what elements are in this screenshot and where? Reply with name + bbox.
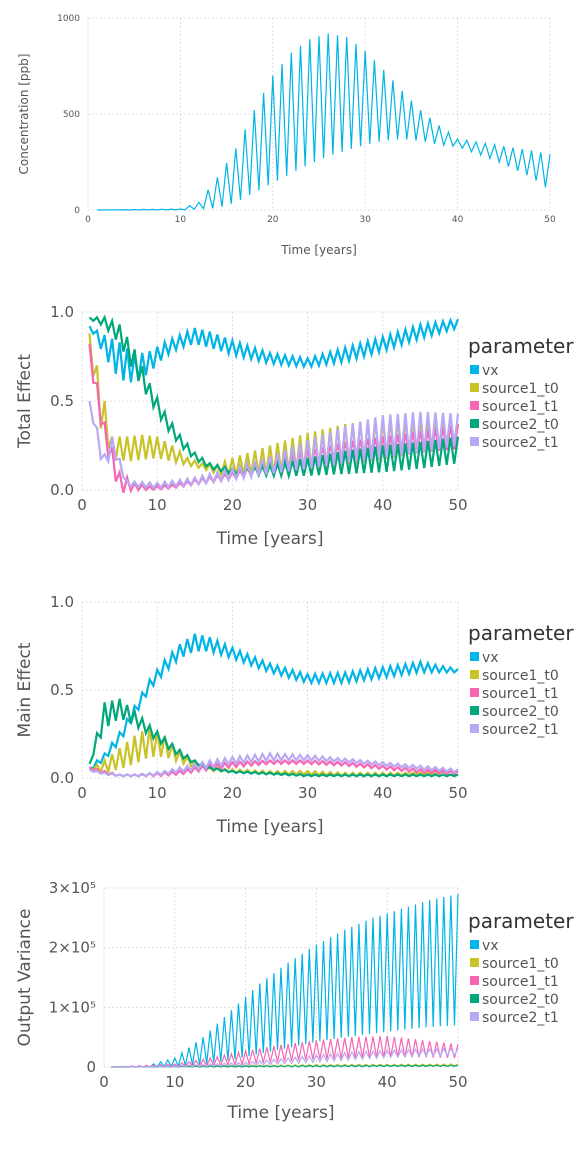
legend-title: parameter <box>468 621 574 645</box>
x-tick-label: 20 <box>223 784 242 802</box>
y-tick-label: 0 <box>86 1058 96 1076</box>
series-vx <box>89 633 459 770</box>
legend-entry: source1_t1 <box>482 686 559 702</box>
x-tick-label: 50 <box>448 784 467 802</box>
y-tick-label: 0 <box>74 206 80 216</box>
x-tick-label: 0 <box>85 215 91 225</box>
legend-entry: source1_t0 <box>482 381 559 397</box>
legend-entry: source2_t0 <box>482 417 559 433</box>
x-tick-label: 30 <box>359 215 371 225</box>
x-tick-label: 40 <box>452 215 464 225</box>
x-tick-label: 40 <box>378 1073 397 1091</box>
legend-swatch <box>470 940 479 949</box>
x-tick-label: 20 <box>236 1073 255 1091</box>
x-tick-label: 50 <box>448 1073 467 1091</box>
legend-title: parameter <box>468 334 574 358</box>
y-tick-label: 2×10⁵ <box>49 939 96 957</box>
x-tick-label: 30 <box>298 496 317 514</box>
series-concentration <box>97 33 551 211</box>
series-source2-t1 <box>88 751 459 778</box>
series-source2-t1 <box>111 1047 459 1068</box>
legend-swatch <box>470 706 479 715</box>
legend-entry: source1_t1 <box>482 974 559 990</box>
y-axis-label: Main Effect <box>15 642 35 737</box>
series-source2-t0 <box>88 314 460 481</box>
legend-swatch <box>470 383 479 392</box>
x-tick-label: 0 <box>77 784 87 802</box>
x-tick-label: 20 <box>267 215 279 225</box>
legend-entry: source2_t1 <box>482 722 559 738</box>
y-axis-label: Output Variance <box>15 909 35 1047</box>
legend-swatch <box>470 976 479 985</box>
legend-swatch <box>470 419 479 428</box>
y-tick-label: 3×10⁵ <box>49 879 96 897</box>
legend-entry: vx <box>482 650 499 666</box>
x-tick-label: 10 <box>165 1073 184 1091</box>
legend-swatch <box>470 994 479 1003</box>
x-tick-label: 10 <box>175 215 187 225</box>
y-tick-label: 0.5 <box>50 681 74 699</box>
y-tick-label: 0.5 <box>50 392 74 410</box>
y-tick-label: 0.0 <box>50 769 74 787</box>
legend-swatch <box>470 652 479 661</box>
y-axis-label: Total Effect <box>15 354 35 449</box>
x-tick-label: 50 <box>544 215 556 225</box>
y-tick-label: 0.0 <box>50 481 74 499</box>
legend-entry: source2_t1 <box>482 435 559 451</box>
legend-swatch <box>470 365 479 374</box>
x-tick-label: 40 <box>373 784 392 802</box>
x-axis-label: Time [years] <box>215 529 323 549</box>
legend-entry: vx <box>482 938 499 954</box>
x-axis-label: Time [years] <box>226 1103 334 1123</box>
legend-swatch <box>470 401 479 410</box>
legend-swatch <box>470 724 479 733</box>
x-tick-label: 50 <box>448 496 467 514</box>
x-tick-label: 30 <box>298 784 317 802</box>
legend-entry: source2_t0 <box>482 992 559 1008</box>
x-tick-label: 0 <box>99 1073 109 1091</box>
x-axis-label: Time [years] <box>280 243 357 257</box>
x-tick-label: 30 <box>307 1073 326 1091</box>
legend-entry: source2_t0 <box>482 704 559 720</box>
x-tick-label: 0 <box>77 496 87 514</box>
y-axis-label: Concentration [ppb] <box>17 54 31 175</box>
y-tick-label: 1000 <box>57 14 80 24</box>
y-tick-label: 500 <box>63 110 80 120</box>
legend-entry: source1_t1 <box>482 399 559 415</box>
legend-entry: source1_t0 <box>482 956 559 972</box>
panel-total-effect: 0 10 20 30 40 50 0.0 0.5 1.0 Time [years] Total Ef… <box>15 303 574 549</box>
legend-swatch <box>470 437 479 446</box>
y-tick-label: 1.0 <box>50 593 74 611</box>
series-source2-t0 <box>88 698 459 778</box>
series-source1-t1 <box>111 1035 459 1068</box>
y-tick-label: 1×10⁵ <box>49 998 96 1016</box>
legend-swatch <box>470 958 479 967</box>
legend-entry: source2_t1 <box>482 1010 559 1026</box>
legend-swatch <box>470 1012 479 1021</box>
y-tick-label: 1.0 <box>50 303 74 321</box>
x-tick-label: 10 <box>148 496 167 514</box>
x-tick-label: 10 <box>148 784 167 802</box>
legend-entry: vx <box>482 363 499 379</box>
series-source2-t1 <box>88 400 460 490</box>
series-vx <box>88 317 460 383</box>
legend-swatch <box>470 688 479 697</box>
panel-output-variance: 0 10 20 30 40 50 0 1×10⁵ 2×10⁵ 3×10⁵ Time [years] O… <box>15 879 574 1123</box>
x-tick-label: 40 <box>373 496 392 514</box>
panel-main-effect: 0 10 20 30 40 50 0.0 0.5 1.0 Time [years] Main Eff… <box>15 593 574 837</box>
legend-title: parameter <box>468 909 574 933</box>
series-vx <box>111 893 459 1068</box>
legend-entry: source1_t0 <box>482 668 559 684</box>
x-axis-label: Time [years] <box>215 817 323 837</box>
x-tick-label: 20 <box>223 496 242 514</box>
legend-swatch <box>470 670 479 679</box>
